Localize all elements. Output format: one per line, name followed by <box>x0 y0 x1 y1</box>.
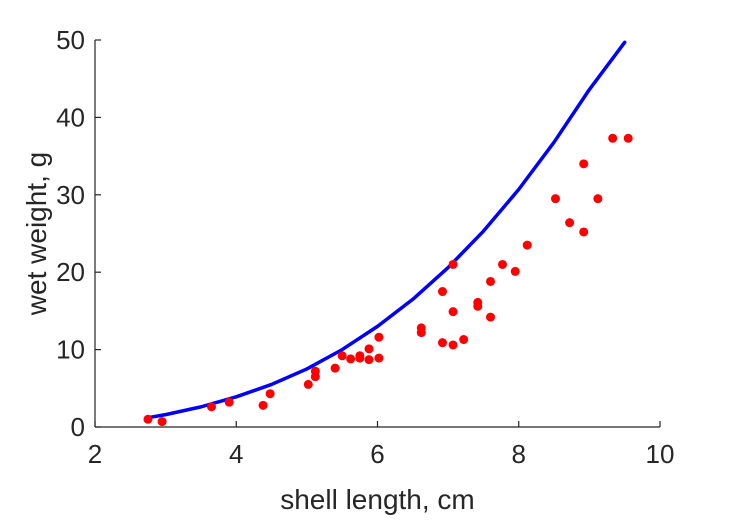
y-tick-label: 20 <box>56 257 85 287</box>
y-tick-label: 40 <box>56 102 85 132</box>
data-point <box>448 307 458 317</box>
x-tick-label: 2 <box>88 439 102 469</box>
data-point <box>448 340 458 350</box>
data-point <box>355 351 365 361</box>
data-point <box>486 312 495 322</box>
y-tick-label: 0 <box>71 412 85 442</box>
y-tick-label: 30 <box>56 180 85 210</box>
data-point <box>448 259 458 269</box>
data-point <box>565 218 575 228</box>
data-point <box>310 366 320 376</box>
data-point <box>364 355 374 365</box>
data-point <box>346 354 356 364</box>
data-point <box>157 417 167 427</box>
data-point <box>473 297 483 307</box>
data-point <box>330 363 340 373</box>
data-point <box>437 338 447 348</box>
data-point <box>550 194 560 204</box>
data-point <box>207 402 217 412</box>
plot-area <box>143 40 633 427</box>
axes: 2 4 6 8 10 0 10 20 30 40 50 <box>56 25 674 469</box>
data-point <box>374 353 384 363</box>
x-tick-label: 8 <box>512 439 526 469</box>
x-axis-title: shell length, cm <box>280 484 475 515</box>
data-point <box>623 133 633 143</box>
data-point <box>579 227 589 237</box>
data-point <box>522 240 532 250</box>
data-point <box>459 335 469 345</box>
y-tick-label: 50 <box>56 25 85 55</box>
data-point <box>265 389 275 399</box>
x-ticks: 2 4 6 8 10 <box>88 421 675 469</box>
data-point <box>510 266 520 276</box>
data-point <box>337 351 347 361</box>
fit-curve <box>146 40 627 420</box>
data-point <box>364 344 374 354</box>
data-point <box>416 323 426 333</box>
y-axis-title: wet weight, g <box>21 152 52 316</box>
data-point <box>303 379 313 389</box>
data-point <box>608 133 618 143</box>
data-point <box>437 287 447 297</box>
data-point <box>258 400 268 410</box>
data-point <box>498 259 508 269</box>
x-tick-label: 4 <box>229 439 243 469</box>
data-point <box>593 194 603 204</box>
data-point <box>579 159 589 169</box>
y-ticks: 0 10 20 30 40 50 <box>56 25 101 442</box>
x-tick-label: 6 <box>370 439 384 469</box>
data-point <box>143 414 153 424</box>
y-tick-label: 10 <box>56 335 85 365</box>
x-tick-label: 10 <box>646 439 675 469</box>
data-point <box>224 397 234 407</box>
data-point <box>374 332 384 342</box>
data-point <box>486 276 495 286</box>
